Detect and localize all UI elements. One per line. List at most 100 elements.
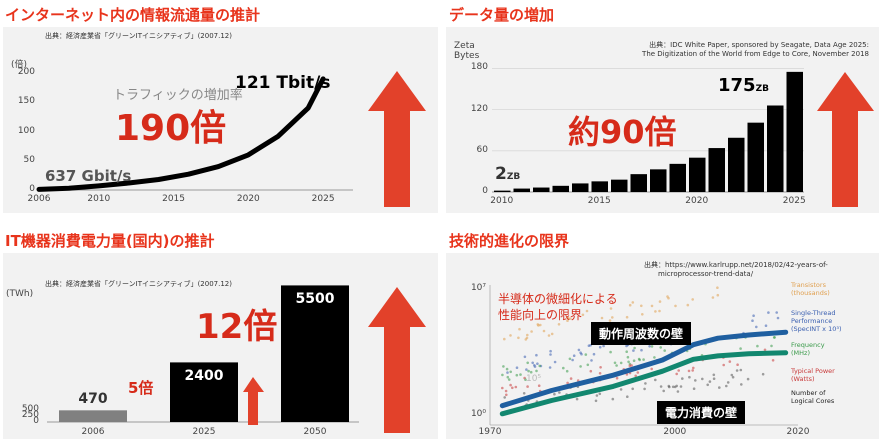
q2-bar xyxy=(650,169,667,192)
q2-plot xyxy=(492,68,804,193)
q1-source: 出典：経済産業省「グリーンITイニシアティブ」(2007.12) xyxy=(45,32,232,40)
q4-scatter-dot xyxy=(659,346,662,349)
q4-scatter-dot xyxy=(550,332,554,336)
q4-scatter-dot xyxy=(659,385,663,388)
q2-source-line2: The Digitization of the World from Edge … xyxy=(642,50,869,58)
q4-scatter-dot xyxy=(590,359,593,362)
q4-scatter-dot xyxy=(519,373,522,376)
q4-scatter-dot xyxy=(756,344,759,348)
q2-y-tick-label: 60 xyxy=(476,144,488,155)
q1-y-tick-label: 200 xyxy=(17,67,35,77)
q4-scatter-dot xyxy=(515,366,519,369)
q4-caption-line1: 半導体の微細化による xyxy=(498,292,618,306)
q1-y-tick-label: 100 xyxy=(17,125,35,136)
q4-scatter-dot xyxy=(549,353,552,356)
q2-start-unit: ZB xyxy=(506,172,521,182)
q4-scatter-dot xyxy=(692,366,695,370)
q4-scatter-dot xyxy=(746,377,750,381)
q4-scatter-dot xyxy=(642,358,645,361)
q4-scatter-dot xyxy=(503,396,506,399)
q4-scatter-dot xyxy=(740,383,743,386)
q4-scatter-dot xyxy=(692,387,696,390)
q4-scatter-dot xyxy=(538,364,541,368)
q4-scatter-dot xyxy=(619,361,623,365)
q4-source: 出典：https://www.karlrupp.net/2018/02/42-y… xyxy=(644,261,828,279)
q4-frequency-wall-label: 動作周波数の壁 xyxy=(591,322,692,345)
q3-plot xyxy=(47,285,359,423)
q4-scatter-dot xyxy=(640,304,643,308)
q3-title: IT機器消費電力量(国内)の推計 xyxy=(5,232,215,250)
q4-scatter-dot xyxy=(687,369,691,373)
q4-scatter-dot xyxy=(663,349,666,352)
q4-scatter-dot xyxy=(506,375,510,379)
q3-y-tick-label: 250 xyxy=(21,409,39,420)
q4-legend-text: (SpecINT x 10³) xyxy=(791,325,842,333)
q4-scatter-dot xyxy=(716,293,720,297)
q4-scatter-dot xyxy=(773,336,776,339)
q4-x-tick-label: 1970 xyxy=(478,427,502,437)
q4-scatter-dot xyxy=(679,385,683,388)
q4-scatter-dot xyxy=(667,384,671,388)
q4-scatter-dot xyxy=(653,356,656,359)
q4-scatter-dot xyxy=(592,352,596,356)
q4-scatter-dot xyxy=(533,364,536,367)
q4-scatter-dot xyxy=(658,309,661,313)
q4-scatter-dot xyxy=(643,387,646,391)
q4-x-tick-label: 2000 xyxy=(663,427,687,437)
q4-scatter-dot xyxy=(650,367,653,371)
q4-scatter-dot xyxy=(626,395,629,398)
q2-bar xyxy=(513,188,530,192)
q3-bar xyxy=(281,285,349,422)
q1-x-tick-label: 2020 xyxy=(236,194,260,204)
q4-scatter-dot xyxy=(514,385,518,389)
q4-scatter-dot xyxy=(558,391,561,394)
q1-start-label: 637 Gbit/s xyxy=(45,167,132,185)
q4-scatter-dot xyxy=(529,370,533,374)
q4-scatter-dot xyxy=(553,392,556,396)
q4-scatter-dot xyxy=(579,365,582,368)
q4-scatter-dot xyxy=(569,317,572,320)
q4-title: 技術的進化の限界 xyxy=(449,232,570,250)
q2-x-tick-label: 2020 xyxy=(685,196,709,206)
q4-scatter-dot xyxy=(527,369,530,373)
q4-scatter-dot xyxy=(674,304,677,308)
q4-scatter-dot xyxy=(728,360,732,363)
q1-x-tick-label: 2010 xyxy=(87,194,111,204)
q2-x-tick-label: 2015 xyxy=(587,196,611,206)
q1-plot xyxy=(36,76,353,192)
q3-x-tick-label: 2050 xyxy=(303,427,327,437)
q4-scatter-dot xyxy=(579,351,582,354)
q4-caption-line2: 性能向上の限界 xyxy=(498,308,583,322)
q4-source-line2: microprocessor-trend-data/ xyxy=(658,270,754,278)
q4-scatter-dot xyxy=(736,363,739,366)
q4-scatter-dot xyxy=(539,323,542,327)
q4-scatter-dot xyxy=(571,358,574,362)
q4-scatter-dot xyxy=(731,375,735,379)
q4-scatter-dot xyxy=(712,377,716,380)
q1-x-tick-label: 2006 xyxy=(27,194,51,204)
q4-scatter-dot xyxy=(535,353,538,357)
q4-scatter-dot xyxy=(542,329,546,333)
q4-legend-text: (MHz) xyxy=(791,349,810,357)
q4-scatter-dot xyxy=(531,361,534,365)
q4-legend-entry: Typical Power (Watts) xyxy=(791,367,835,383)
q4-scatter-dot xyxy=(507,378,511,381)
q3-bar-value-label: 5500 xyxy=(295,291,335,308)
q4-scatter-dot xyxy=(761,372,765,376)
q4-scatter-dot xyxy=(636,371,640,374)
q1-y-tick-label: 50 xyxy=(23,154,35,165)
q4-x-tick-label: 2020 xyxy=(786,427,810,437)
q4-scatter-dot xyxy=(515,373,519,377)
q4-scatter-dot xyxy=(712,373,716,377)
q2-arrow-icon xyxy=(817,72,874,207)
q4-scatter-dot xyxy=(767,311,770,314)
q1-y-tick-label: 0 xyxy=(29,184,35,194)
q4-scatter-dot xyxy=(598,392,602,396)
q4-legend-text: Number of xyxy=(791,389,826,397)
q4-scatter-dot xyxy=(522,392,526,395)
q4-scatter-dot xyxy=(549,349,552,353)
q4-scatter-dot xyxy=(600,316,604,320)
q4-scatter-dot xyxy=(609,307,613,310)
q4-scatter-dot xyxy=(681,377,684,380)
q4-scatter-dot xyxy=(694,379,697,382)
